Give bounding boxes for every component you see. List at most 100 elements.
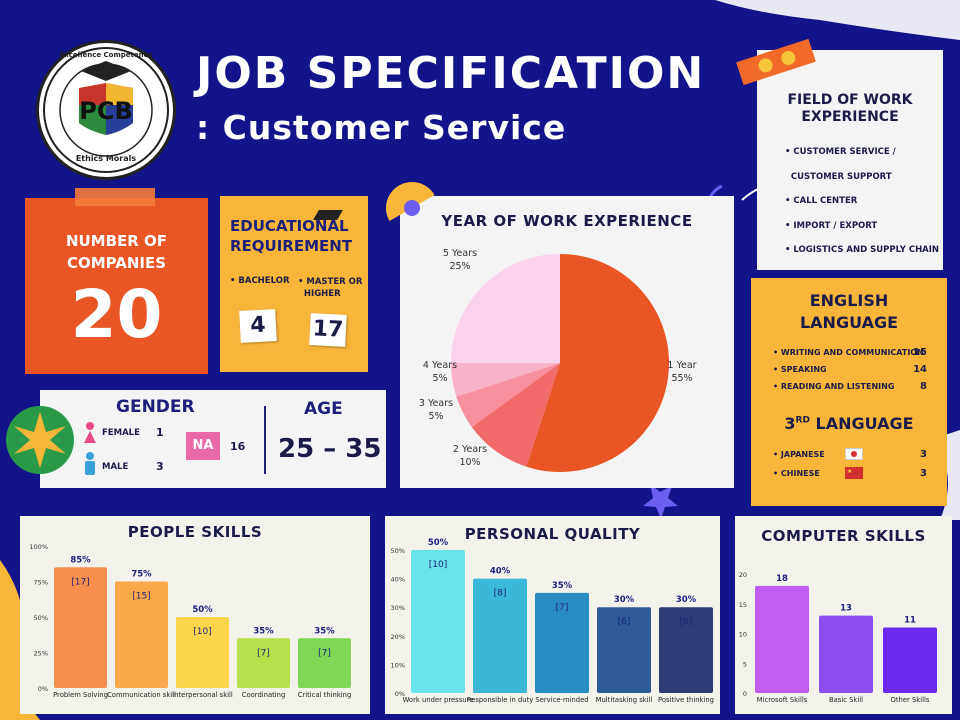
third-language-row: • JAPANESE 3: [773, 448, 935, 460]
field-title: FIELD OF WORK EXPERIENCE: [787, 92, 913, 125]
logo-emblem: PCB Ethics Morals Excellence Competence: [43, 47, 169, 173]
y-tick-label: 20: [739, 571, 747, 579]
english-title: ENGLISH LANGUAGE: [799, 291, 899, 332]
bar-value-label: 11: [904, 616, 916, 626]
bar-value-label: 50%: [428, 538, 449, 548]
y-tick-label: 15: [739, 601, 747, 609]
pie-slice-name: 4 Years: [423, 360, 457, 371]
smiley-icon: [779, 49, 798, 67]
pie-slice-label: 5%: [428, 411, 443, 422]
pie-slice-label: 10%: [459, 457, 480, 468]
bar-value-label: 75%: [131, 570, 152, 580]
bachelor-value: 4: [239, 309, 277, 343]
gender-title: GENDER: [116, 397, 195, 417]
third-language-value: 3: [920, 468, 927, 479]
english-row: • SPEAKING 14: [773, 364, 935, 375]
pie-slice: [451, 363, 560, 397]
logo-ring-top: Excellence Competence: [59, 51, 152, 59]
list-item: • CALL CENTER: [785, 196, 858, 206]
third-language-title: 3RD LANGUAGE: [751, 414, 947, 433]
computer-skills-title: COMPUTER SKILLS: [761, 527, 926, 545]
china-flag-icon: ★: [845, 467, 863, 479]
female-value: 1: [156, 426, 164, 439]
logo-ring-bottom: Ethics Morals: [76, 154, 137, 163]
x-tick-label: Critical thinking: [298, 691, 352, 699]
x-tick-label: Basic Skill: [829, 696, 863, 704]
bar: [597, 607, 651, 693]
female-icon: [84, 422, 96, 444]
pie-slice-label: 5%: [432, 373, 447, 384]
y-tick-label: 20%: [391, 633, 405, 641]
pie-slice: [456, 363, 560, 428]
bar: [473, 578, 527, 693]
college-logo: PCB Ethics Morals Excellence Competence: [36, 40, 176, 180]
english-skill-value: 8: [920, 381, 927, 392]
star-decor: [643, 484, 678, 519]
male-label: MALE: [102, 462, 129, 472]
computer-skills-card: COMPUTER SKILLS 0 5 10 15 20 18 Microsoft Skil…: [735, 516, 952, 714]
field-of-work-card: FIELD OF WORK EXPERIENCE • CUSTOMER SERV…: [757, 50, 943, 270]
pie-slice: [526, 254, 670, 473]
y-tick-label: 0: [743, 690, 747, 698]
x-tick-label: Positive thinking: [658, 696, 714, 704]
english-row: • READING AND LISTENING 8: [773, 381, 935, 392]
y-tick-label: 40%: [391, 576, 405, 584]
x-tick-label: Work under pressure: [403, 696, 474, 704]
bar-value-label: 30%: [614, 595, 635, 605]
bar-count-label: [7]: [556, 603, 569, 613]
x-tick-label: Interpersonal skill: [172, 691, 233, 699]
pie-slice-name: 5 Years: [443, 248, 477, 259]
bachelor-label: • BACHELOR: [230, 276, 290, 286]
master-label: • MASTER OR HIGHER: [298, 277, 363, 299]
bar-value-label: 30%: [676, 595, 697, 605]
smiley-icon: [756, 56, 775, 75]
y-tick-label: 5: [743, 660, 747, 668]
english-skill-label: • SPEAKING: [773, 365, 827, 374]
na-badge: NA: [186, 432, 220, 460]
half-circle-decor: [386, 182, 435, 221]
english-skill-value: 14: [913, 364, 927, 375]
bar: [237, 638, 290, 688]
y-tick-label: 30%: [391, 604, 405, 612]
personal-quality-title: PERSONAL QUALITY: [464, 525, 641, 543]
third-title-main: 3: [784, 414, 796, 433]
badge-burst-decor: [6, 406, 74, 474]
x-tick-label: Responsible in duty: [467, 696, 534, 704]
x-tick-label: Communication skill: [107, 691, 176, 699]
bar-count-label: [7]: [318, 648, 331, 658]
pie-slice-name: 2 Years: [453, 444, 487, 455]
x-tick-label: Problem Solving: [53, 691, 108, 699]
bar-count-label: [8]: [494, 589, 507, 599]
list-item: • IMPORT / EXPORT: [785, 220, 878, 231]
pie-slice: [471, 363, 560, 467]
third-language-row: • CHINESE ★ 3: [773, 467, 935, 479]
x-tick-label: Coordinating: [242, 691, 286, 699]
y-tick-label: 10: [739, 631, 747, 639]
companies-card: NUMBER OF COMPANIES 20: [25, 188, 208, 374]
page-subtitle: : Customer Service: [196, 108, 567, 147]
pie-slice-label: 25%: [449, 261, 470, 272]
male-icon: [84, 452, 96, 476]
education-title: EDUCATIONAL REQUIREMENT: [230, 217, 353, 255]
list-item: • CUSTOMER SERVICE /: [785, 147, 896, 157]
english-row: • WRITING AND COMMUNICATION 15: [773, 347, 935, 358]
people-skills-chart: 0% 25% 50% 75% 100% 85% [17] Problem Solving 75%…: [29, 543, 352, 699]
divider: [264, 406, 266, 474]
bar-count-label: [10]: [429, 560, 447, 570]
bar-value-label: 85%: [70, 555, 91, 565]
x-tick-label: Microsoft Skills: [757, 696, 808, 704]
english-skill-value: 15: [913, 347, 927, 358]
corner-swoosh-top-right: [715, 0, 960, 40]
bar: [176, 617, 229, 688]
people-skills-card: PEOPLE SKILLS 0% 25% 50% 75% 100% 85% [17] Prob…: [20, 516, 370, 714]
bar-value-label: 35%: [253, 626, 274, 636]
english-skill-label: • WRITING AND COMMUNICATION: [773, 348, 924, 357]
bar-count-label: [15]: [132, 592, 150, 602]
bar-value-label: 35%: [552, 581, 573, 591]
personal-quality-card: PERSONAL QUALITY 0% 10% 20% 30% 40% 50% 50% [10…: [385, 516, 720, 714]
y-tick-label: 50%: [391, 547, 405, 555]
tape-decor: [75, 188, 155, 206]
list-item: • LOGISTICS AND SUPPLY CHAIN: [785, 245, 940, 255]
bar: [883, 627, 937, 693]
age-value: 25 – 35: [278, 434, 382, 464]
